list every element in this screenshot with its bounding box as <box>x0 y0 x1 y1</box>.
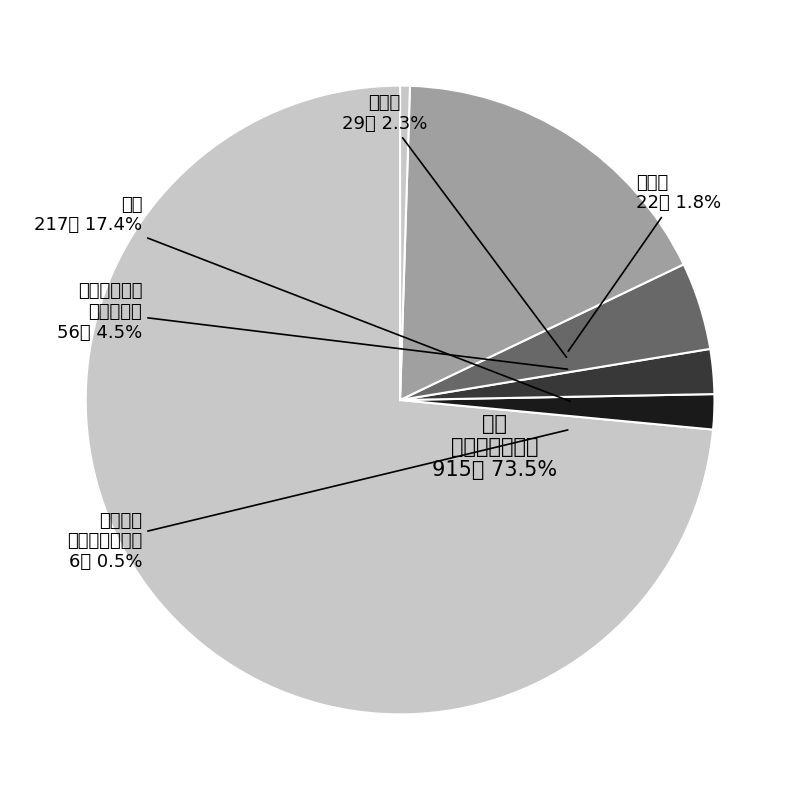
Wedge shape <box>400 349 714 400</box>
Text: 鉄骨鉄筋
コンクリート造
6戸 0.5%: 鉄骨鉄筋 コンクリート造 6戸 0.5% <box>67 430 568 571</box>
Text: その他
22戸 1.8%: その他 22戸 1.8% <box>568 174 721 351</box>
Wedge shape <box>400 86 410 400</box>
Text: 木造
217戸 17.4%: 木造 217戸 17.4% <box>34 196 570 402</box>
Wedge shape <box>400 86 684 400</box>
Text: 鉄筋
コンクリート造
915戸 73.5%: 鉄筋 コンクリート造 915戸 73.5% <box>432 414 557 480</box>
Text: コンクリート
ブロック造
56戸 4.5%: コンクリート ブロック造 56戸 4.5% <box>57 282 567 369</box>
Text: 鉄骨造
29戸 2.3%: 鉄骨造 29戸 2.3% <box>342 94 566 358</box>
Wedge shape <box>400 394 714 430</box>
Wedge shape <box>86 86 713 714</box>
Wedge shape <box>400 264 710 400</box>
